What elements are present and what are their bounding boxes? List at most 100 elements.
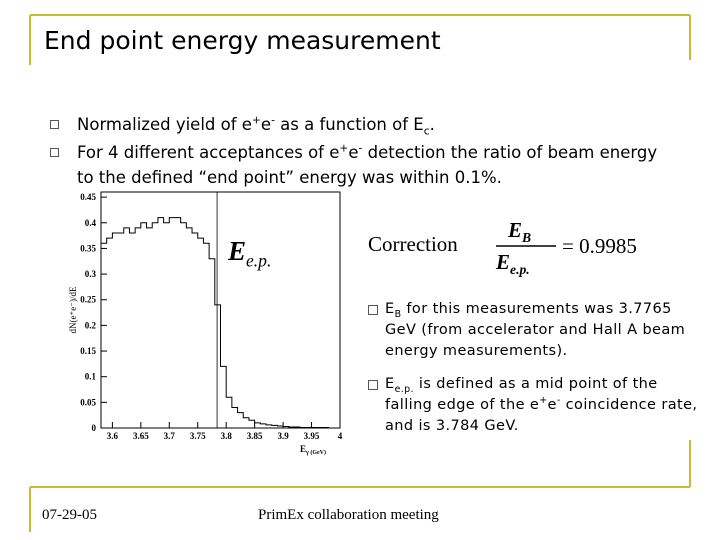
histogram-bar [192,233,198,428]
text: B [522,230,532,246]
text: - [271,113,275,127]
text: e [348,143,359,162]
text: - [556,395,561,407]
text: γ (GeV) [305,449,326,456]
y-tick-label: 0.05 [80,397,96,407]
bullet-text: EB for this measurements was 3.7765 GeV … [385,299,705,362]
text: c [423,124,430,138]
text: for this measurements was 3.7765 GeV (fr… [385,301,686,359]
histogram-bar [181,223,187,428]
x-tick-label: 3.65 [133,431,149,441]
histogram-bar [186,228,192,428]
text: Normalized yield of e [77,115,252,134]
histogram-bar [164,223,170,428]
x-tick-label: 3.85 [247,431,263,441]
histogram-bar [107,238,113,428]
y-tick-label: 0.2 [85,320,97,330]
histogram-bar [152,223,158,428]
histogram-bar [141,223,147,428]
histogram-chart: 0 0.05 0.1 0.15 0.2 0.25 0.3 0.35 0.4 0.45 3.6 3.65… [68,191,343,456]
text: e.p. [394,383,414,395]
bullet-icon [50,148,59,157]
text: e [547,397,557,413]
footer-title: PrimEx collaboration meeting [258,507,439,523]
histogram-bar [118,233,124,428]
histogram-bar [203,243,209,428]
text: e.p. [246,250,272,271]
histogram-bar [175,218,181,428]
histogram-bar [260,424,266,428]
y-tick-label: 0.15 [80,346,96,356]
slide-title: End point energy measurement [44,26,441,55]
histogram-bar [135,228,141,428]
text: e.p. [510,262,530,278]
histogram-bar [169,218,175,428]
histogram-bar [255,423,261,428]
text: coincidence rate, and is 3.784 GeV. [385,397,698,434]
text: B [394,308,402,320]
x-axis-label: Eγ (GeV) [300,444,326,456]
footer-date: 07-29-05 [42,507,97,523]
text: + [539,395,548,407]
histogram-outline [100,217,340,429]
bullet-text: Ee.p. is defined as a mid point of the f… [385,374,705,437]
histogram-bar [198,238,204,428]
text: E [385,376,395,392]
x-tick-label: 3.8 [221,431,233,441]
text: E [300,444,306,454]
denominator: Ee.p. [496,250,530,278]
formula-result: = 0.9985 [562,234,637,258]
x-tick-label: 3.75 [190,431,206,441]
text: + [339,141,349,155]
histogram-bar [243,418,249,428]
y-tick-label: 0.4 [85,218,97,228]
text: is defined as a mid point of the falling… [385,376,658,413]
bullet-icon [50,120,59,129]
text: e [260,115,272,134]
histogram-bar [226,397,232,428]
y-tick-label: 0.45 [80,192,96,202]
y-tick-label: 0.1 [85,372,97,382]
histogram-bar [238,413,244,428]
y-tick-label: 0.35 [80,243,96,253]
histogram-bar [124,228,130,428]
text: E [385,301,395,317]
y-axis-label: dN(e⁺e⁻)/dE [68,286,78,333]
y-tick-label: 0.25 [80,295,96,305]
ep-label: Ee.p. [228,236,272,271]
text: E [228,236,247,266]
text: For 4 different acceptances of e [77,143,340,162]
correction-word: Correction [368,232,458,256]
histogram-bar [147,228,153,428]
frame [29,14,691,532]
bullet-text: Normalized yield of e+e- as a function o… [77,112,667,137]
histogram-bar [221,366,227,428]
histogram-bar [209,259,215,428]
histogram-bar [249,420,255,428]
text: E [508,218,523,242]
histogram-bar [129,233,135,428]
histogram-bar [101,243,107,428]
histogram-bar [215,305,221,428]
histogram-bar [112,233,118,428]
x-tick-label: 3.6 [107,431,119,441]
text: detection the ratio of beam energy to th… [77,143,658,187]
text: + [251,113,261,127]
bullet-icon [368,305,378,315]
histogram-bar [158,218,164,428]
bullet-icon [368,380,378,390]
y-tick-label: 0 [92,423,97,433]
x-tick-label: 3.7 [164,431,176,441]
x-tick-label: 3.95 [304,431,320,441]
numerator: EB [508,218,532,246]
text: - [358,141,363,155]
text: E [496,250,511,274]
x-tick-label: 4 [338,431,343,441]
text: . [429,115,435,134]
text: as a function of E [274,115,424,134]
y-tick-label: 0.3 [85,269,97,279]
x-tick-label: 3.9 [277,431,289,441]
histogram-bar [232,407,238,428]
bullet-text: For 4 different acceptances of e+e- dete… [77,140,667,190]
